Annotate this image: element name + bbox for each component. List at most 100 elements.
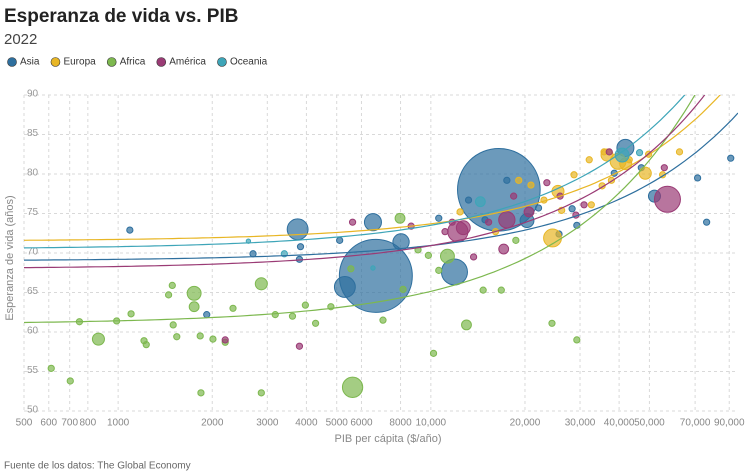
- bubble: [638, 166, 652, 180]
- x-axis-label: PIB per cápita ($/año): [334, 433, 441, 445]
- bubble: [587, 201, 595, 209]
- bubble: [439, 248, 455, 264]
- bubble: [142, 341, 150, 349]
- x-tick-label: 70,000: [680, 418, 711, 429]
- bubble: [515, 176, 523, 184]
- bubble: [229, 304, 237, 312]
- bubble: [653, 185, 681, 213]
- bubble: [338, 238, 413, 313]
- bubble: [484, 218, 493, 226]
- bubble: [534, 204, 543, 212]
- bubble: [379, 316, 387, 324]
- bubble: [479, 286, 487, 294]
- x-tick-label: 5000: [326, 418, 349, 429]
- bubble: [497, 286, 505, 294]
- legend-marker: [217, 57, 227, 67]
- y-tick-label: 50: [27, 405, 39, 416]
- bubble: [675, 148, 684, 156]
- x-tick-label: 10,000: [416, 418, 447, 429]
- y-tick-label: 90: [27, 89, 39, 100]
- trend-line: [24, 95, 706, 269]
- bubble: [249, 250, 257, 258]
- y-axis-label: Esperanza de vida (años): [4, 195, 16, 320]
- x-tick-label: 1000: [107, 418, 130, 429]
- bubble: [169, 321, 177, 329]
- bubble: [221, 336, 229, 344]
- y-tick-label: 60: [27, 326, 39, 337]
- bubble: [455, 220, 471, 236]
- legend-label: Oceania: [230, 57, 268, 68]
- bubble: [441, 228, 449, 236]
- bubble: [311, 319, 320, 327]
- bubble: [435, 266, 443, 274]
- bubble: [570, 171, 578, 179]
- x-tick-label: 3000: [256, 418, 279, 429]
- bubble: [568, 205, 576, 213]
- x-tick-label: 600: [40, 418, 57, 429]
- bubble: [512, 236, 520, 244]
- trend-line: [24, 112, 738, 261]
- bubble: [363, 213, 382, 232]
- bubble: [168, 281, 176, 290]
- bubble: [424, 251, 432, 259]
- bubble: [196, 332, 204, 340]
- source-note: Fuente de los datos: The Global Economy: [4, 461, 191, 472]
- y-tick-label: 85: [27, 128, 39, 139]
- y-tick-label: 65: [27, 286, 39, 297]
- x-tick-label: 2000: [201, 418, 224, 429]
- bubble: [573, 336, 581, 344]
- bubble: [286, 218, 309, 241]
- bubble: [295, 342, 304, 350]
- bubble: [288, 312, 297, 320]
- bubble: [510, 192, 518, 200]
- legend-marker: [106, 57, 117, 67]
- bubble: [203, 311, 211, 319]
- bubble: [341, 376, 364, 398]
- x-tick-label: 30,000: [565, 418, 596, 429]
- bubble: [164, 291, 173, 299]
- bubble: [254, 277, 268, 291]
- legend-label: Africa: [120, 57, 146, 68]
- bubble: [209, 335, 217, 343]
- bubble: [399, 285, 407, 293]
- legend-marker: [156, 57, 167, 67]
- bubble: [461, 319, 472, 331]
- bubble: [126, 226, 134, 234]
- bubble: [301, 301, 309, 309]
- trend-line: [24, 95, 721, 241]
- x-tick-label: 6000: [350, 418, 373, 429]
- bubble: [271, 311, 279, 319]
- bubble: [523, 206, 535, 218]
- bubble: [660, 164, 668, 172]
- bubbles: [47, 138, 735, 398]
- x-tick-label: 90,000: [714, 418, 745, 429]
- legend-marker: [50, 57, 61, 67]
- legend-label: América: [169, 57, 206, 68]
- x-tick-label: 8000: [389, 418, 412, 429]
- bubble: [580, 201, 588, 209]
- bubble: [456, 208, 464, 216]
- y-tick-label: 75: [27, 207, 39, 218]
- x-tick-label: 50,000: [634, 418, 665, 429]
- chart-subtitle: 2022: [4, 31, 37, 48]
- bubble: [91, 332, 105, 346]
- bubble: [348, 218, 357, 226]
- bubble: [503, 176, 511, 184]
- x-tick-label: 500: [16, 418, 33, 429]
- bubble: [693, 174, 702, 182]
- bubble: [498, 243, 510, 255]
- bubble: [127, 310, 135, 318]
- bubble: [585, 156, 593, 164]
- bubble: [498, 211, 516, 229]
- y-tick-label: 55: [27, 365, 39, 376]
- bubble: [47, 364, 55, 372]
- bubble: [614, 147, 630, 163]
- bubble: [548, 319, 556, 327]
- bubble: [464, 196, 473, 204]
- bubble: [296, 243, 305, 251]
- x-tick-label: 20,000: [510, 418, 541, 429]
- bubble: [635, 149, 644, 157]
- bubble: [469, 253, 478, 261]
- chart-title: Esperanza de vida vs. PIB: [4, 6, 238, 27]
